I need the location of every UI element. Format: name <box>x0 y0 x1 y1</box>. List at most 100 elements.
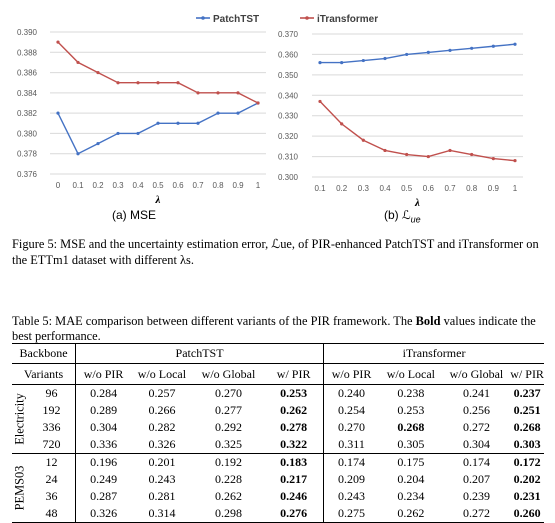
y-tick-label: 0.384 <box>17 89 38 98</box>
y-tick-label: 0.388 <box>17 48 38 57</box>
itransformer-value-cell: 0.268 <box>397 420 425 434</box>
table-row: 720 0.336 0.326 0.325 0.322 0.311 0.305 0.304 0.… <box>12 436 544 454</box>
x-tick-label: 0.1 <box>72 181 84 190</box>
data-point <box>361 138 365 142</box>
patchtst-value-cell: 0.253 <box>280 386 308 400</box>
patchtst-value-cell: 0.262 <box>280 403 308 417</box>
data-point <box>156 121 160 125</box>
patchtst-value-cell: 0.257 <box>148 386 176 400</box>
data-point <box>405 152 409 157</box>
data-point <box>216 111 220 115</box>
x-tick-label: 0 <box>56 181 61 190</box>
x-tick-label: 0.4 <box>379 184 391 193</box>
itransformer-value-cell: 0.238 <box>397 386 425 400</box>
mae-table: Backbone PatchTST iTransformer Variants … <box>12 343 544 523</box>
y-tick-label: 0.300 <box>278 173 299 182</box>
itransformer-value-cell: 0.270 <box>323 419 380 436</box>
horizon-cell: 720 <box>27 436 76 454</box>
patchtst-value-cell: 0.326 <box>131 436 193 454</box>
patchtst-value-cell: 0.228 <box>214 472 242 486</box>
itransformer-value-cell: 0.174 <box>323 453 380 471</box>
table-row: Electricity 96 0.284 0.257 0.270 0.253 0.240 0.… <box>12 384 544 454</box>
itransformer-value-cell: 0.311 <box>323 436 380 454</box>
table-row: 24 0.249 0.243 0.228 0.217 0.209 0.204 0.207 0.2… <box>12 471 544 488</box>
data-point <box>116 81 120 85</box>
variants-header: Variants <box>12 363 76 385</box>
itransformer-value-cell: 0.240 <box>323 384 380 402</box>
patchtst-value-cell: 0.284 <box>75 384 132 402</box>
table-caption-text-end: values indicate the best performance. <box>12 314 536 343</box>
table-row: PEMS03 12 0.196 0.201 0.192 0.183 0.174 0.175 0.… <box>12 453 544 523</box>
x-tick-label: 0.3 <box>358 184 370 193</box>
horizon-cell: 96 <box>45 386 58 400</box>
y-tick-label: 0.380 <box>17 129 38 138</box>
patchtst-value-cell: 0.325 <box>192 436 265 454</box>
itransformer-value-cell: 0.254 <box>323 402 380 419</box>
itransformer-value-cell: 0.239 <box>462 489 490 503</box>
data-point <box>491 157 495 161</box>
patchtst-value-cell: 0.243 <box>148 472 176 486</box>
data-point <box>318 99 322 104</box>
patchtst-value-cell: 0.287 <box>75 488 132 505</box>
patchtst-value-cell: 0.322 <box>264 436 324 454</box>
y-tick-label: 0.376 <box>17 170 38 179</box>
itransformer-value-cell: 0.237 <box>513 386 541 400</box>
patchtst-value-cell: 0.278 <box>280 420 308 434</box>
patchtst-value-cell: 0.282 <box>148 420 176 434</box>
patchtst-value-cell: 0.192 <box>192 453 265 471</box>
y-tick-label: 0.390 <box>17 28 38 37</box>
variant-header: w/ PIR <box>510 363 544 385</box>
y-tick-label: 0.320 <box>278 132 299 141</box>
horizon-cell: 336 <box>42 420 61 434</box>
table-row: 192 0.289 0.266 0.277 0.262 0.254 0.253 0.256 0.… <box>12 402 544 419</box>
itransformer-value-cell: 0.204 <box>397 472 425 486</box>
data-point <box>256 101 260 105</box>
patchtst-value-cell: 0.246 <box>280 489 308 503</box>
itransformer-value-cell: 0.262 <box>379 505 443 523</box>
patchtst-value-cell: 0.289 <box>75 402 132 419</box>
itransformer-value-cell: 0.253 <box>397 403 425 417</box>
patchtst-value-cell: 0.304 <box>75 419 132 436</box>
data-point <box>236 91 240 95</box>
x-tick-label: 0.9 <box>488 184 500 193</box>
patchtst-value-cell: 0.326 <box>75 505 132 523</box>
patchtst-value-cell: 0.298 <box>192 505 265 523</box>
x-tick-label: 0.7 <box>192 181 204 190</box>
y-tick-label: 0.310 <box>278 153 299 162</box>
chart-b-caption-sub: ue <box>410 214 421 225</box>
itransformer-value-cell: 0.231 <box>513 489 541 503</box>
patchtst-value-cell: 0.270 <box>214 386 242 400</box>
y-tick-label: 0.386 <box>17 69 38 78</box>
itransformer-value-cell: 0.272 <box>442 505 511 523</box>
x-tick-label: 0.1 <box>314 184 326 193</box>
variant-header: w/o Local <box>131 363 193 385</box>
itransformer-value-cell: 0.174 <box>442 453 511 471</box>
itransformer-value-cell: 0.272 <box>462 420 490 434</box>
horizon-cell: 192 <box>42 403 61 417</box>
legend-marker <box>305 16 309 20</box>
data-point <box>76 60 80 65</box>
table-row: 36 0.287 0.281 0.262 0.246 0.243 0.234 0.239 0.2… <box>12 488 544 505</box>
x-tick-label: 0.4 <box>132 181 144 190</box>
legend-marker <box>201 16 205 20</box>
dataset-group-label: PEMS03 <box>12 453 28 523</box>
data-point <box>196 121 200 125</box>
data-point <box>156 81 160 85</box>
itransformer-value-cell: 0.305 <box>379 436 443 454</box>
x-tick-label: 0.5 <box>401 184 413 193</box>
series-line-patchtst <box>320 43 516 64</box>
patchtst-value-cell: 0.336 <box>75 436 132 454</box>
data-point <box>513 42 517 46</box>
figure-5-charts: 0.376 0.378 0.380 0.382 0.384 0.386 0.388 0.390… <box>17 14 523 209</box>
chart-b-caption: (b) ℒue <box>384 208 421 224</box>
x-tick-label: 0.8 <box>466 184 478 193</box>
x-tick-label: 0.5 <box>152 181 164 190</box>
variant-header: w/o PIR <box>75 363 132 385</box>
legend-label: iTransformer <box>317 14 378 25</box>
x-tick-label: 0.6 <box>423 184 435 193</box>
itransformer-value-cell: 0.251 <box>513 403 541 417</box>
data-point <box>176 121 180 125</box>
legend-label: PatchTST <box>213 14 259 25</box>
chart-0: 0.376 0.378 0.380 0.382 0.384 0.386 0.388 0.390… <box>17 14 378 206</box>
patchtst-value-cell: 0.292 <box>214 420 242 434</box>
